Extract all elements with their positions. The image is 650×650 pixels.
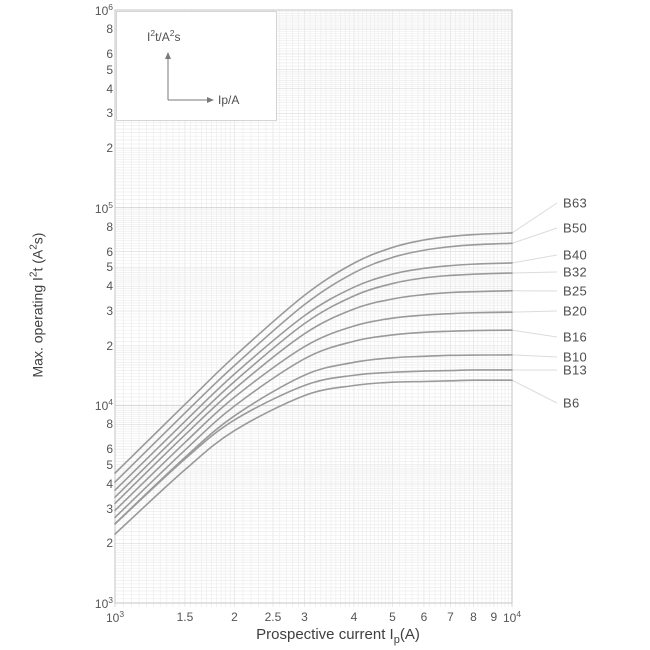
x-axis-title: Prospective current Ip(A): [256, 626, 420, 646]
curve-B16: [114, 329, 513, 519]
inset-y-quantity-label: I2t/A2s: [147, 28, 181, 44]
leader-line-B16: [511, 329, 558, 338]
curve-B20: [114, 311, 513, 512]
curve-B6: [114, 379, 513, 535]
leader-line-B20: [511, 310, 558, 313]
leader-line-B6: [511, 379, 558, 404]
curve-B25: [114, 289, 513, 505]
leader-line-B50: [511, 227, 558, 244]
axes-arrows-icon: [165, 52, 214, 103]
curve-B40: [114, 262, 513, 492]
axes-key-inset: I2t/A2s Ip/A: [116, 11, 277, 121]
curve-B10: [114, 354, 513, 525]
leader-line-B63: [511, 202, 558, 234]
curve-B50: [114, 242, 513, 483]
leader-line-B40: [511, 254, 558, 264]
curve-B32: [114, 272, 513, 498]
curve-B63: [114, 232, 513, 474]
inset-x-quantity-label: Ip/A: [218, 93, 240, 107]
y-axis-title: Max. operating I2t (A2s): [28, 232, 46, 378]
leader-line-B10: [511, 354, 558, 358]
curve-B13: [114, 369, 513, 525]
grid: [114, 9, 513, 607]
leader-line-B32: [511, 271, 558, 274]
plot-border: [114, 9, 513, 604]
